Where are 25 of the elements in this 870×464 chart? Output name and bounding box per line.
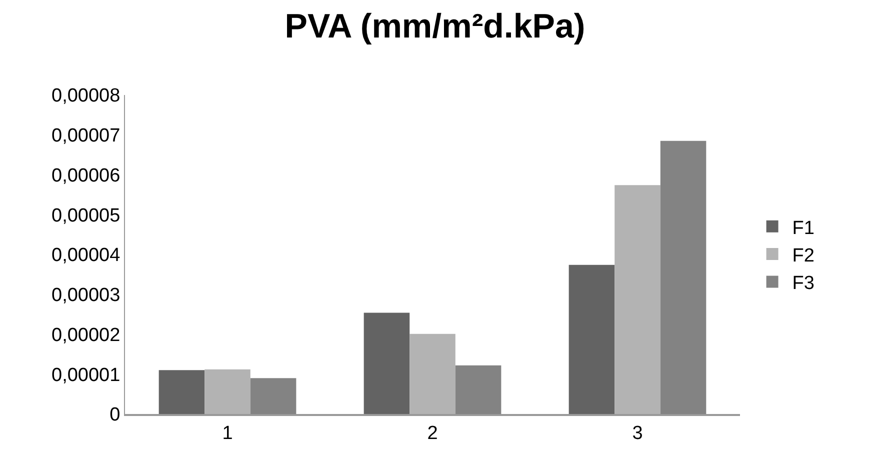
legend-label: F3 [792, 273, 814, 294]
bar [455, 365, 502, 414]
y-tick-label: 0 [110, 404, 120, 426]
bar [568, 264, 615, 414]
y-tick-label: 0,00008 [52, 86, 120, 107]
bar [614, 185, 660, 414]
y-tick-label: 0,00003 [52, 285, 120, 306]
x-tick-label: 3 [632, 422, 643, 444]
y-tick-label: 0,00007 [52, 126, 120, 147]
y-tick-label: 0,00006 [52, 165, 120, 186]
y-tick-label: 0,00004 [52, 245, 121, 266]
bar [364, 312, 410, 414]
chart-title: PVA (mm/m²d.kPa) [284, 8, 586, 46]
bar [410, 334, 456, 414]
x-tick-label: 2 [427, 422, 438, 444]
y-tick-label: 0,00002 [52, 324, 120, 346]
bar [250, 378, 296, 414]
bar [660, 140, 706, 414]
y-tick-label: 0,00001 [52, 364, 120, 386]
legend-label: F1 [792, 218, 814, 239]
bar [158, 370, 205, 414]
y-tick-label: 0,00005 [52, 205, 120, 226]
legend-label: F2 [792, 245, 814, 266]
bar [204, 369, 250, 414]
x-tick-label: 1 [222, 422, 233, 444]
